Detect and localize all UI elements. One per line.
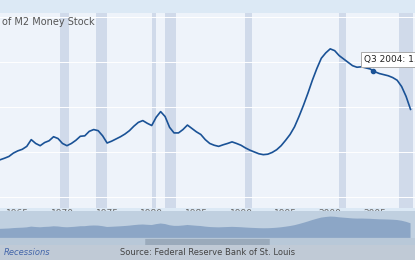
Bar — [60, 13, 69, 208]
Bar — [399, 13, 413, 208]
Bar — [245, 13, 252, 208]
Text: Source: Federal Reserve Bank of St. Louis: Source: Federal Reserve Bank of St. Loui… — [120, 248, 295, 257]
Bar — [339, 13, 346, 208]
Text: Q3 2004: 1.963: Q3 2004: 1.963 — [364, 55, 415, 64]
FancyBboxPatch shape — [145, 239, 270, 245]
Bar — [152, 13, 156, 208]
Bar — [165, 13, 176, 208]
Bar — [96, 13, 107, 208]
Text: of M2 Money Stock: of M2 Money Stock — [2, 17, 95, 27]
Text: Recessions: Recessions — [4, 248, 51, 257]
